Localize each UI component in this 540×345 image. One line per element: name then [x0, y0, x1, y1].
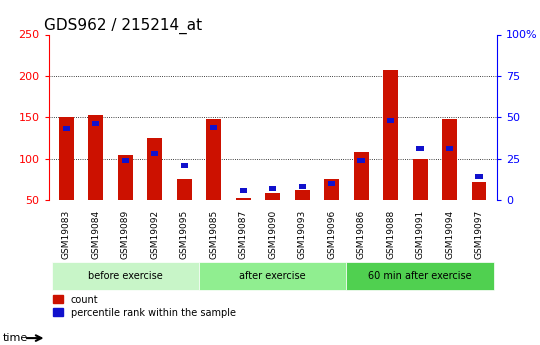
- Bar: [442, 119, 457, 200]
- Bar: [210, 125, 218, 130]
- Bar: [118, 155, 133, 200]
- Text: after exercise: after exercise: [239, 271, 306, 281]
- Bar: [199, 262, 347, 290]
- Bar: [446, 146, 453, 151]
- Text: before exercise: before exercise: [88, 271, 163, 281]
- Bar: [387, 118, 394, 123]
- Bar: [383, 70, 398, 200]
- Bar: [180, 163, 188, 168]
- Bar: [354, 152, 368, 200]
- Bar: [472, 182, 487, 200]
- Bar: [206, 119, 221, 200]
- Bar: [151, 151, 158, 156]
- Bar: [177, 179, 192, 200]
- Bar: [295, 190, 309, 200]
- Bar: [147, 138, 162, 200]
- Bar: [269, 186, 276, 191]
- Bar: [357, 158, 365, 163]
- Bar: [92, 121, 99, 126]
- Bar: [236, 198, 251, 200]
- Bar: [413, 159, 428, 200]
- Text: GDS962 / 215214_at: GDS962 / 215214_at: [44, 18, 202, 34]
- Legend: count, percentile rank within the sample: count, percentile rank within the sample: [53, 295, 236, 318]
- Bar: [122, 158, 129, 163]
- Bar: [265, 194, 280, 200]
- Bar: [63, 126, 70, 131]
- Bar: [89, 115, 103, 200]
- Bar: [59, 117, 73, 200]
- Bar: [347, 262, 494, 290]
- Bar: [240, 188, 247, 193]
- Text: time: time: [3, 333, 28, 343]
- Bar: [328, 181, 335, 186]
- Bar: [299, 184, 306, 189]
- Bar: [325, 179, 339, 200]
- Text: 60 min after exercise: 60 min after exercise: [368, 271, 472, 281]
- Bar: [416, 146, 424, 151]
- Bar: [51, 262, 199, 290]
- Bar: [475, 175, 483, 179]
